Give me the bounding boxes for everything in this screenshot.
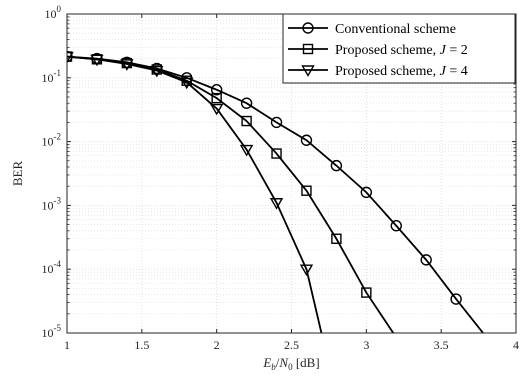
data-point-marker: [67, 51, 74, 64]
data-point-marker: [330, 159, 343, 172]
data-point-marker: [360, 186, 373, 199]
data-point-marker: [240, 97, 253, 109]
data-point-marker: [299, 264, 314, 277]
y-tick-label: 10-3: [42, 195, 62, 212]
data-point-marker: [90, 54, 104, 67]
data-point-marker: [270, 116, 283, 129]
legend-label: Conventional scheme: [335, 22, 456, 37]
legend-label: Proposed scheme, J = 2: [335, 43, 468, 58]
legend-entry: Proposed scheme, J = 2: [288, 43, 468, 58]
x-tick-label: 2.5: [284, 338, 299, 352]
y-tick-label: 10-5: [42, 323, 62, 340]
legend-marker: [302, 43, 314, 55]
data-point-marker: [271, 148, 282, 159]
x-tick-label: 2: [214, 338, 220, 352]
x-tick-label: 3: [363, 338, 369, 352]
legend-marker: [302, 22, 314, 34]
data-point-marker: [331, 233, 342, 244]
data-point-marker: [241, 115, 252, 127]
y-axis-label: BER: [10, 161, 25, 187]
y-tick-label: 10-2: [42, 132, 62, 149]
legend: Conventional scheme Proposed scheme, J = …: [282, 13, 516, 84]
series-3: [67, 51, 323, 333]
data-point-marker: [390, 220, 402, 232]
data-point-marker: [450, 293, 462, 305]
legend-marker: [301, 65, 315, 77]
x-axis-label: Eb/N0 [dB]: [262, 355, 319, 372]
y-tick-label: 10-1: [42, 68, 62, 85]
data-point-marker: [361, 287, 372, 298]
data-point-marker: [301, 185, 312, 196]
data-point-marker: [180, 77, 194, 90]
x-tick-label: 3.5: [434, 338, 449, 352]
legend-entry: Proposed scheme, J = 4: [288, 64, 468, 79]
data-point-marker: [269, 198, 284, 210]
data-point-marker: [209, 103, 224, 116]
x-tick-label: 4: [513, 338, 519, 352]
x-tick-label: 1.5: [134, 338, 149, 352]
y-tick-label: 100: [45, 4, 62, 21]
x-tick-label: 1: [64, 338, 70, 352]
tick-layer: 1 1.5 2 2.5 3 3.5 4 100 10-1 10-2 10-3 10-4 10-5: [42, 4, 520, 352]
series-layer: [67, 50, 484, 333]
data-point-marker: [120, 59, 134, 71]
legend-entry: Conventional scheme: [288, 22, 456, 37]
data-point-marker: [211, 92, 222, 104]
data-point-marker: [150, 65, 164, 78]
data-point-marker: [210, 84, 223, 96]
series-line: [67, 55, 323, 333]
y-tick-label: 10-4: [42, 259, 62, 276]
data-point-marker: [420, 254, 432, 266]
data-point-marker: [239, 144, 254, 157]
data-point-marker: [300, 134, 313, 146]
legend-label: Proposed scheme, J = 4: [335, 64, 468, 79]
